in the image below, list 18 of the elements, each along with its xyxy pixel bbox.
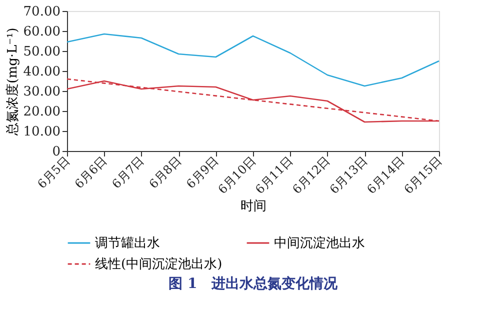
y-tick-label: 30.00 — [23, 84, 60, 100]
y-tick-label: 50.00 — [23, 44, 60, 60]
x-tick-label: 6月7日 — [109, 154, 147, 192]
legend-label: 调节罐出水 — [95, 236, 160, 251]
x-tick-label: 6月8日 — [146, 154, 184, 192]
line-series — [66, 33, 440, 87]
y-tick-label: 10.00 — [23, 124, 60, 140]
y-tick-label: 60.00 — [23, 24, 60, 40]
x-tick-label: 6月6日 — [72, 154, 110, 192]
y-tick-label: 40.00 — [23, 64, 60, 80]
y-tick-label: 0 — [52, 144, 60, 160]
y-axis-title: 总氮浓度(mg·L⁻¹) — [4, 28, 20, 136]
legend-label: 线性(中间沉淀池出水) — [95, 257, 222, 272]
y-tick-label: 70.00 — [23, 4, 60, 20]
text: 图 1 进出水总氮变化情况 — [168, 275, 338, 292]
legend-label: 中间沉淀池出水 — [274, 236, 365, 251]
y-tick-label: 20.00 — [23, 104, 60, 120]
x-axis-title: 时间 — [240, 198, 266, 214]
